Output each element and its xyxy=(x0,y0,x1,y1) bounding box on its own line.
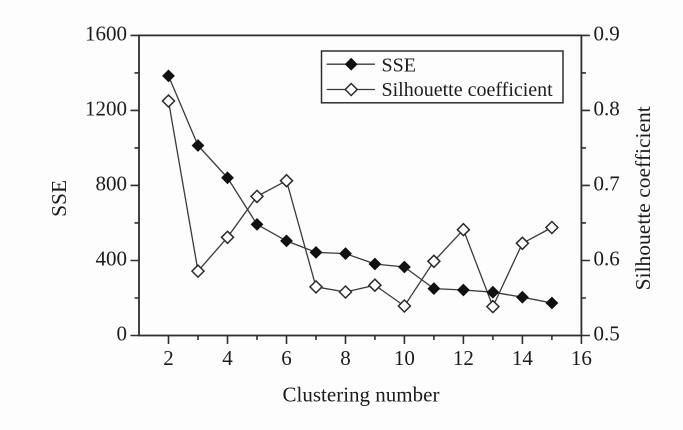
svg-text:0.5: 0.5 xyxy=(594,322,620,346)
svg-text:12: 12 xyxy=(453,346,474,370)
svg-text:SSE: SSE xyxy=(382,55,416,77)
svg-text:400: 400 xyxy=(96,247,128,271)
svg-text:Clustering number: Clustering number xyxy=(283,383,440,407)
svg-text:2: 2 xyxy=(163,346,174,370)
svg-text:10: 10 xyxy=(394,346,415,370)
svg-text:800: 800 xyxy=(96,172,128,196)
svg-text:0: 0 xyxy=(117,322,128,346)
svg-text:8: 8 xyxy=(340,346,351,370)
svg-text:0.9: 0.9 xyxy=(594,22,620,46)
svg-text:SSE: SSE xyxy=(47,180,71,217)
svg-text:16: 16 xyxy=(571,346,592,370)
svg-text:Silhouette coefficient: Silhouette coefficient xyxy=(631,106,655,290)
svg-text:4: 4 xyxy=(222,346,233,370)
svg-text:14: 14 xyxy=(512,346,534,370)
svg-text:0.6: 0.6 xyxy=(594,247,620,271)
svg-text:6: 6 xyxy=(281,346,292,370)
svg-text:1200: 1200 xyxy=(85,97,127,121)
svg-text:1600: 1600 xyxy=(85,22,127,46)
svg-text:Silhouette coefficient: Silhouette coefficient xyxy=(382,79,554,101)
svg-text:0.7: 0.7 xyxy=(594,172,620,196)
svg-text:0.8: 0.8 xyxy=(594,97,620,121)
